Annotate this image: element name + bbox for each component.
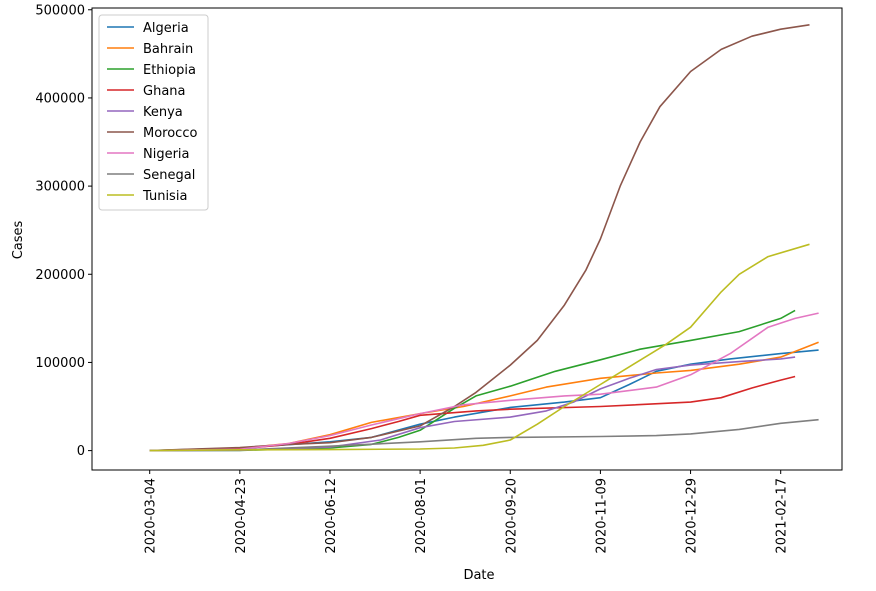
series-line-morocco: [149, 24, 810, 452]
series-line-senegal: [149, 418, 819, 452]
x-tick-label: 2021-02-17: [775, 478, 790, 554]
x-tick-label: 2020-11-09: [594, 478, 609, 554]
series-line-kenya: [149, 356, 796, 452]
x-tick-label: 2020-08-01: [414, 478, 429, 554]
x-axis-ticks: 2020-03-04 2020-04-23 2020-06-12 2020-08-01…: [144, 470, 790, 554]
y-axis-ticks: 0 100000 200000 300000 400000 500000: [35, 3, 92, 459]
y-tick-label: 0: [77, 444, 85, 459]
x-axis-label: Date: [463, 568, 494, 583]
legend-label-bahrain: Bahrain: [143, 42, 193, 57]
legend-box: [98, 14, 209, 211]
legend-label-tunisia: Tunisia: [142, 189, 187, 204]
x-tick-label: 2020-09-20: [504, 478, 519, 554]
plot-frame: [91, 7, 843, 471]
series-line-ghana: [149, 375, 796, 452]
x-tick-label: 2020-06-12: [324, 478, 339, 554]
series-line-tunisia: [149, 243, 810, 452]
legend-label-kenya: Kenya: [143, 105, 183, 120]
y-tick-label: 200000: [35, 268, 85, 283]
y-tick-label: 500000: [35, 3, 85, 18]
legend-label-algeria: Algeria: [143, 21, 189, 36]
y-tick-label: 100000: [35, 356, 85, 371]
series-line-nigeria: [149, 312, 819, 452]
series-layer: [149, 24, 819, 452]
legend: Algeria Bahrain Ethiopia Ghana Kenya Morocco N…: [98, 14, 209, 211]
legend-label-nigeria: Nigeria: [143, 147, 190, 162]
y-tick-label: 300000: [35, 180, 85, 195]
legend-label-morocco: Morocco: [143, 126, 197, 141]
x-tick-label: 2020-04-23: [234, 478, 249, 554]
series-line-ethiopia: [149, 309, 796, 452]
legend-label-senegal: Senegal: [143, 168, 195, 183]
x-tick-label: 2020-12-29: [685, 478, 700, 554]
y-tick-label: 400000: [35, 91, 85, 106]
legend-label-ethiopia: Ethiopia: [143, 63, 196, 78]
y-axis-label: Cases: [11, 220, 26, 259]
x-tick-label: 2020-03-04: [144, 478, 159, 554]
plot-area: [92, 8, 842, 470]
legend-label-ghana: Ghana: [143, 84, 186, 99]
